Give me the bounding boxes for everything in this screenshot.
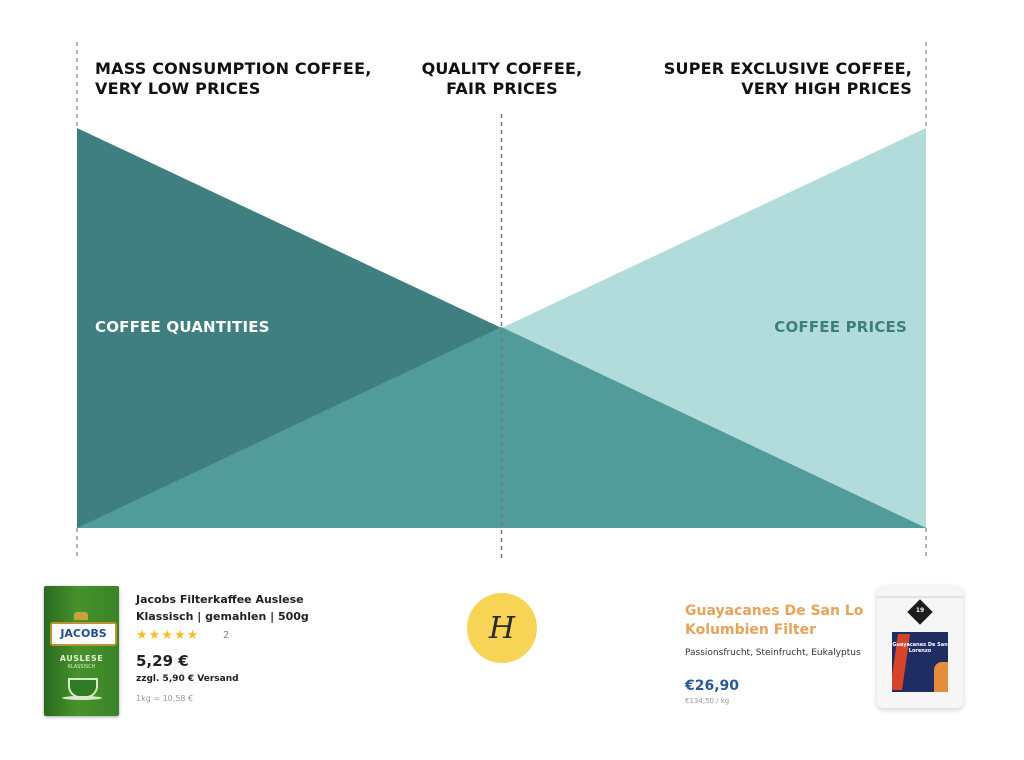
jacobs-brand-badge: JACOBS: [50, 622, 117, 646]
jacobs-line-label: AUSLESE: [59, 654, 104, 663]
coffee-cup-icon: [68, 678, 98, 698]
jacobs-variant-label: KLASSISCH: [67, 664, 96, 670]
heading-super-exclusive: SUPER EXCLUSIVE COFFEE, VERY HIGH PRICES: [664, 59, 912, 99]
svg-text:H: H: [488, 611, 516, 646]
saucer-icon: [62, 696, 102, 700]
heading-middle-line-1: QUALITY COFFEE,: [421, 59, 583, 78]
coffee-quantities-label: COFFEE QUANTITIES: [95, 318, 270, 336]
bag-seal: [877, 596, 963, 598]
crown-icon: [74, 612, 88, 620]
unit-price-guayacanes: €134,50 / kg: [685, 697, 730, 705]
product-title-guayacanes[interactable]: Guayacanes De San Lo Kolumbien Filter: [685, 602, 863, 640]
guayacanes-coffee-bag-image: 19 Guayacanes De San Lorenzo: [871, 586, 969, 710]
product-title-line-1[interactable]: Guayacanes De San Lo: [685, 603, 864, 619]
coffee-brand-logo: H: [467, 593, 537, 663]
star-rating-icon: ★★★★★: [136, 628, 200, 643]
jacobs-coffee-pack-image: JACOBS AUSLESE KLASSISCH: [44, 586, 119, 716]
product-price: 5,29 €: [136, 652, 189, 670]
product-card-jacobs[interactable]: JACOBS AUSLESE KLASSISCH Jacobs Filterka…: [44, 586, 364, 718]
heading-right-line-1: SUPER EXCLUSIVE COFFEE,: [663, 59, 912, 78]
heading-middle-line-2: FAIR PRICES: [446, 79, 558, 98]
bag-label-text: Guayacanes De San Lorenzo: [892, 642, 948, 654]
heading-left-line-1: MASS CONSUMPTION COFFEE,: [95, 59, 372, 78]
shipping-cost: zzgl. 5,90 € Versand: [136, 674, 239, 684]
heading-left-line-2: VERY LOW PRICES: [95, 79, 261, 98]
bag-badge-number: 19: [915, 607, 925, 614]
rating-count: 2: [223, 630, 230, 641]
heading-quality-coffee: QUALITY COFFEE, FAIR PRICES: [382, 59, 622, 99]
bag-body: 19 Guayacanes De San Lorenzo: [877, 586, 963, 708]
unit-price: 1kg = 10,58 €: [136, 694, 194, 703]
flavor-notes: Passionsfrucht, Steinfrucht, Eukalyptus: [685, 648, 861, 658]
product-title-line-2[interactable]: Kolumbien Filter: [685, 622, 816, 638]
bag-stripe-orange: [934, 662, 948, 692]
product-title[interactable]: Jacobs Filterkaffee Auslese Klassisch | …: [136, 593, 309, 623]
product-price-guayacanes: €26,90: [685, 678, 740, 694]
coffee-prices-label: COFFEE PRICES: [774, 318, 907, 336]
coffee-brand-logo-icon: H: [488, 611, 516, 646]
heading-right-line-2: VERY HIGH PRICES: [741, 79, 912, 98]
heading-mass-consumption: MASS CONSUMPTION COFFEE, VERY LOW PRICES: [95, 59, 371, 99]
bag-label: Guayacanes De San Lorenzo: [892, 632, 948, 692]
coffee-price-quantity-diagram: [76, 42, 927, 560]
